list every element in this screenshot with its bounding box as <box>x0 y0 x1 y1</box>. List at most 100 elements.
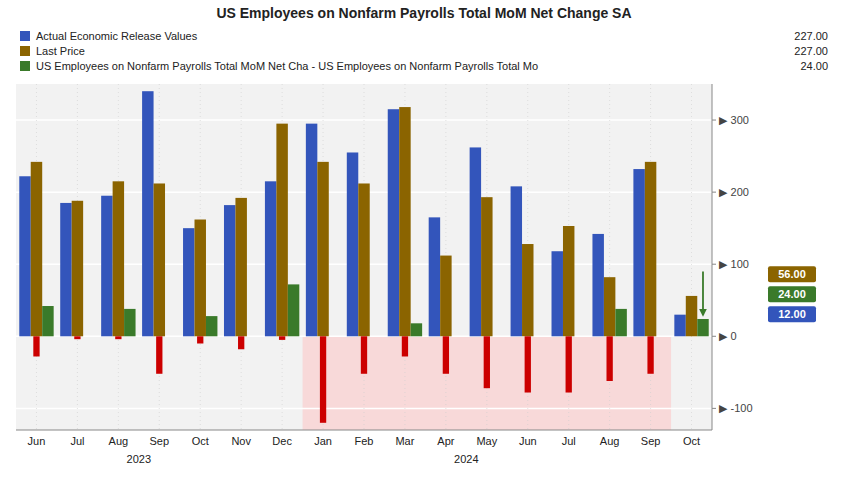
x-tick-label: May <box>476 435 497 447</box>
bar <box>238 336 244 349</box>
x-tick-label: Aug <box>600 435 620 447</box>
x-tick-label: Jul <box>562 435 576 447</box>
bar <box>674 315 685 337</box>
x-tick-label: Jun <box>519 435 537 447</box>
bar <box>195 220 206 337</box>
value-badge: 12.00 <box>768 306 816 322</box>
x-tick-label: Sep <box>641 435 661 447</box>
category-grid-line <box>691 84 692 430</box>
bar <box>288 284 299 336</box>
bar <box>399 107 410 336</box>
bar <box>265 181 276 336</box>
y-tick-label: ▶ 0 <box>719 330 737 342</box>
x-tick-label: Oct <box>192 435 209 447</box>
x-tick-label: Jun <box>28 435 46 447</box>
bar <box>511 186 522 336</box>
bar <box>224 205 235 336</box>
badge-label: 56.00 <box>778 268 806 280</box>
y-tick <box>712 120 716 121</box>
bar <box>115 336 121 339</box>
bar <box>633 169 644 336</box>
bar <box>604 277 615 336</box>
bar <box>33 336 39 356</box>
bar <box>484 336 490 388</box>
legend-label: US Employees on Nonfarm Payrolls Total M… <box>36 60 538 72</box>
x-tick-label: Jul <box>70 435 84 447</box>
bar <box>402 336 408 356</box>
bar <box>443 336 449 373</box>
x-group-label: 2024 <box>454 453 478 465</box>
x-tick-label: Dec <box>272 435 292 447</box>
bar <box>31 162 42 336</box>
value-badge: 24.00 <box>768 286 816 302</box>
bar <box>317 162 328 336</box>
bar <box>566 336 572 392</box>
badge-label: 12.00 <box>778 308 806 320</box>
legend: Actual Economic Release Values227.00Last… <box>20 30 828 72</box>
bar <box>60 203 71 336</box>
chart: US Employees on Nonfarm Payrolls Total M… <box>0 0 848 479</box>
bar <box>574 336 585 337</box>
legend-label: Actual Economic Release Values <box>36 30 198 42</box>
bar <box>470 147 481 336</box>
bar <box>42 306 53 336</box>
bar <box>592 234 603 336</box>
x-axis-line <box>16 430 712 431</box>
arrow <box>702 271 704 314</box>
badge-box <box>768 266 816 282</box>
bar <box>686 296 697 336</box>
bar <box>429 217 440 336</box>
bar <box>279 336 285 340</box>
bar <box>615 309 626 336</box>
x-tick-label: Mar <box>395 435 414 447</box>
bar <box>358 183 369 336</box>
bar <box>493 336 504 337</box>
bar <box>688 336 694 337</box>
bar <box>276 124 287 337</box>
bar <box>388 109 399 336</box>
x-tick-label: Sep <box>150 435 170 447</box>
bar <box>481 197 492 336</box>
x-tick-label: Feb <box>355 435 374 447</box>
x-tick-label: Aug <box>109 435 129 447</box>
bar <box>552 251 563 336</box>
legend-value: 227.00 <box>794 30 828 42</box>
badge-box <box>768 306 816 322</box>
y-axis-line <box>712 84 713 430</box>
y-tick-label: ▶ 300 <box>719 114 749 126</box>
legend-value: 24.00 <box>800 60 828 72</box>
bar <box>697 319 708 336</box>
bar <box>165 336 176 337</box>
bar <box>361 336 367 373</box>
value-badge: 56.00 <box>768 266 816 282</box>
bar <box>606 336 612 381</box>
bar <box>142 91 153 336</box>
bar <box>154 183 165 336</box>
bar <box>183 228 194 336</box>
bar <box>411 323 422 336</box>
y-tick <box>712 336 716 337</box>
x-tick-label: Jan <box>314 435 332 447</box>
bar <box>347 152 358 336</box>
y-tick <box>712 264 716 265</box>
badge-box <box>768 286 816 302</box>
x-tick-label: Oct <box>683 435 700 447</box>
bar <box>645 162 656 336</box>
bar <box>235 198 246 336</box>
bar <box>206 316 217 336</box>
bar <box>197 336 203 343</box>
bar <box>563 226 574 336</box>
plot-area <box>16 84 712 430</box>
bar <box>320 336 326 423</box>
y-tick-label: ▶ 100 <box>719 258 749 270</box>
bar <box>533 336 544 337</box>
legend-value: 227.00 <box>794 45 828 57</box>
y-tick <box>712 408 716 409</box>
x-group-label: 2023 <box>127 453 151 465</box>
bar <box>522 244 533 336</box>
x-tick-label: Nov <box>231 435 251 447</box>
bar <box>247 336 258 337</box>
bar <box>656 336 667 337</box>
bar <box>452 336 463 337</box>
x-tick-label: Apr <box>437 435 454 447</box>
